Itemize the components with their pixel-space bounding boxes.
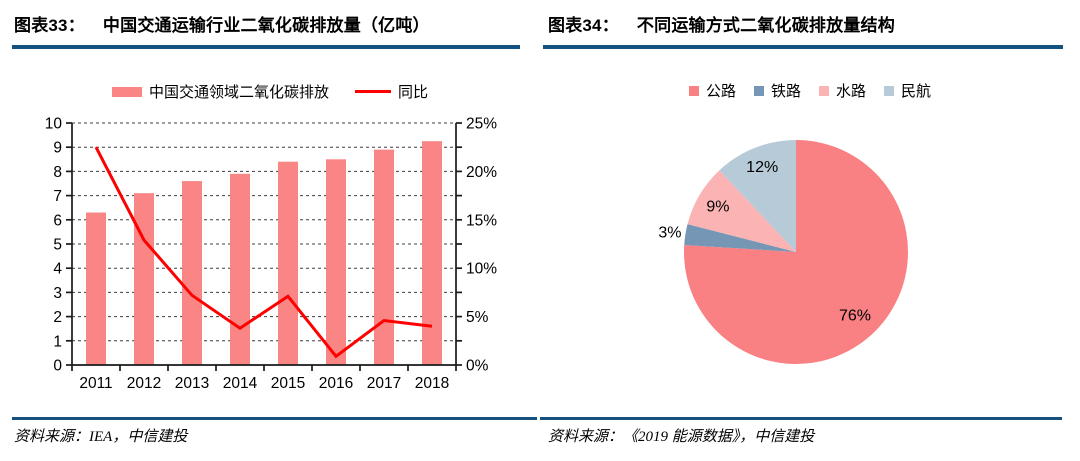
legend-label-aviation: 民航 [901, 83, 932, 100]
pie-slice-rail [684, 224, 796, 252]
figure33-label: 图表33： [14, 16, 85, 35]
left-axis-label-6: 6 [53, 212, 62, 229]
aviation-swatch-icon [884, 85, 895, 96]
x-axis-label-2017: 2017 [367, 375, 401, 392]
left-axis-label-2: 2 [53, 309, 62, 326]
pie-label-road: 76% [839, 307, 871, 324]
bar-line-chart: 0 1 2 3 4 5 6 7 8 9 10 0% 5% 10% 15% 20% 25% 2011 2012 2013… [45, 116, 497, 393]
line-series-swatch-icon [355, 89, 391, 94]
legend-label-emissions: 中国交通领域二氧化碳排放 [148, 84, 329, 101]
x-axis-label-2013: 2013 [175, 375, 209, 392]
bar-2017 [374, 149, 394, 365]
legend-item-water: 水路 [819, 80, 866, 101]
bar-chart-legend: 中国交通领域二氧化碳排放 同比 [0, 81, 540, 102]
figure34-source: 资料来源：《2019 能源数据》，中信建投 [548, 429, 815, 445]
x-axis-label-2015: 2015 [271, 375, 305, 392]
yoy-line [94, 146, 433, 359]
right-axis-label-5%: 5% [466, 309, 489, 326]
bar-2015 [278, 161, 298, 365]
right-axis-label-25%: 25% [466, 116, 497, 133]
figure34-label: 图表34： [548, 16, 619, 35]
left-axis-label-4: 4 [53, 261, 62, 278]
pie-slice-aviation [719, 140, 796, 252]
bar-2016 [326, 159, 346, 365]
legend-item-road: 公路 [688, 80, 736, 101]
road-swatch-icon [688, 85, 699, 96]
figure34-title: 图表34： 不同运输方式二氧化碳排放量结构 [548, 11, 895, 36]
pie-chart: 76% 3% 9% 12% [658, 140, 908, 365]
legend-label-yoy: 同比 [398, 84, 429, 101]
x-axis-label-2014: 2014 [223, 375, 258, 392]
water-swatch-icon [819, 85, 829, 96]
legend-label-road: 公路 [705, 83, 736, 100]
left-axis-label-10: 10 [45, 116, 63, 133]
bar-2018 [422, 141, 442, 365]
pie-label-rail: 3% [658, 225, 681, 242]
bar-2013 [182, 181, 202, 365]
figure33-title: 图表33： 中国交通运输行业二氧化碳排放量（亿吨） [14, 11, 430, 36]
figure33-source-rule [12, 417, 537, 420]
figure34-title-text: 不同运输方式二氧化碳排放量结构 [636, 16, 895, 35]
figure33-title-rule [12, 45, 520, 49]
legend-item-rail: 铁路 [753, 80, 801, 101]
left-axis-label-5: 5 [53, 237, 62, 254]
legend-label-water: 水路 [836, 83, 867, 100]
right-axis-label-0%: 0% [466, 358, 489, 375]
x-axis-label-2018: 2018 [415, 375, 449, 392]
figure34-source-rule [540, 417, 1062, 420]
legend-label-rail: 铁路 [770, 83, 801, 100]
pie-chart-legend: 公路 铁路 水路 民航 [540, 80, 1080, 101]
pie-label-aviation: 12% [746, 159, 778, 176]
right-axis-label-10%: 10% [466, 261, 497, 278]
x-axis-label-2012: 2012 [127, 375, 161, 392]
rail-swatch-icon [753, 85, 764, 96]
right-axis-label-20%: 20% [466, 164, 497, 181]
pie-label-water: 9% [706, 198, 729, 215]
legend-item-aviation: 民航 [884, 80, 931, 101]
left-axis-label-0: 0 [53, 358, 62, 375]
bar-series-swatch-icon [111, 86, 142, 97]
bar-2012 [134, 193, 154, 365]
figure33-title-text: 中国交通运输行业二氧化碳排放量（亿吨） [102, 16, 430, 35]
figure34-title-rule [543, 45, 1063, 49]
left-axis-label-1: 1 [53, 333, 62, 350]
pie-slice-water [687, 170, 796, 252]
left-axis-label-7: 7 [53, 188, 62, 205]
legend-item-emissions: 中国交通领域二氧化碳排放 [111, 81, 329, 102]
x-axis-label-2011: 2011 [79, 375, 112, 392]
left-axis-label-8: 8 [53, 164, 62, 181]
pie-slice-road [683, 140, 908, 365]
bar-2011 [86, 212, 106, 365]
bar-2014 [230, 173, 250, 365]
figure33-source: 资料来源：IEA，中信建投 [14, 429, 188, 445]
x-axis-label-2016: 2016 [319, 375, 353, 392]
left-axis-label-3: 3 [53, 285, 62, 302]
legend-item-yoy: 同比 [355, 81, 428, 102]
left-axis-label-9: 9 [53, 140, 62, 157]
right-axis-label-15%: 15% [466, 212, 497, 229]
